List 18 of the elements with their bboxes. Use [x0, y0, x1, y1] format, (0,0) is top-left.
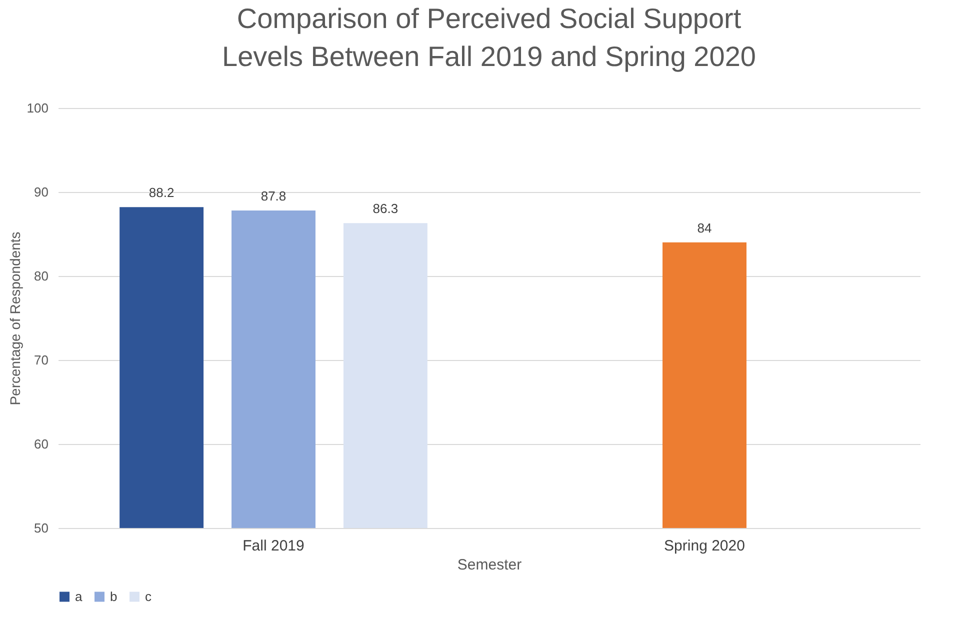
y-tick-label: 80: [34, 268, 48, 284]
data-label: 86.3: [372, 201, 398, 216]
data-label: 87.8: [260, 188, 286, 204]
legend-label: b: [110, 588, 118, 604]
x-tick-label: Spring 2020: [664, 538, 745, 554]
y-tick-label: 90: [34, 184, 48, 200]
data-label: 88.2: [148, 185, 174, 200]
data-label: 84: [697, 220, 712, 236]
y-tick-label: 60: [34, 436, 48, 452]
legend-label: a: [75, 588, 83, 604]
x-tick-label: Fall 2019: [242, 538, 304, 554]
y-axis-title: Percentage of Respondents: [6, 232, 23, 406]
chart-title: Comparison of Perceived Social Support Levels Between Fall 2019 and Spring 2020: [222, 3, 756, 72]
legend-label: c: [145, 588, 152, 604]
x-axis-title: Semester: [457, 556, 522, 574]
y-tick-label: 100: [26, 100, 48, 116]
y-tick-label: 50: [34, 520, 48, 536]
y-tick-label: 70: [34, 352, 48, 368]
